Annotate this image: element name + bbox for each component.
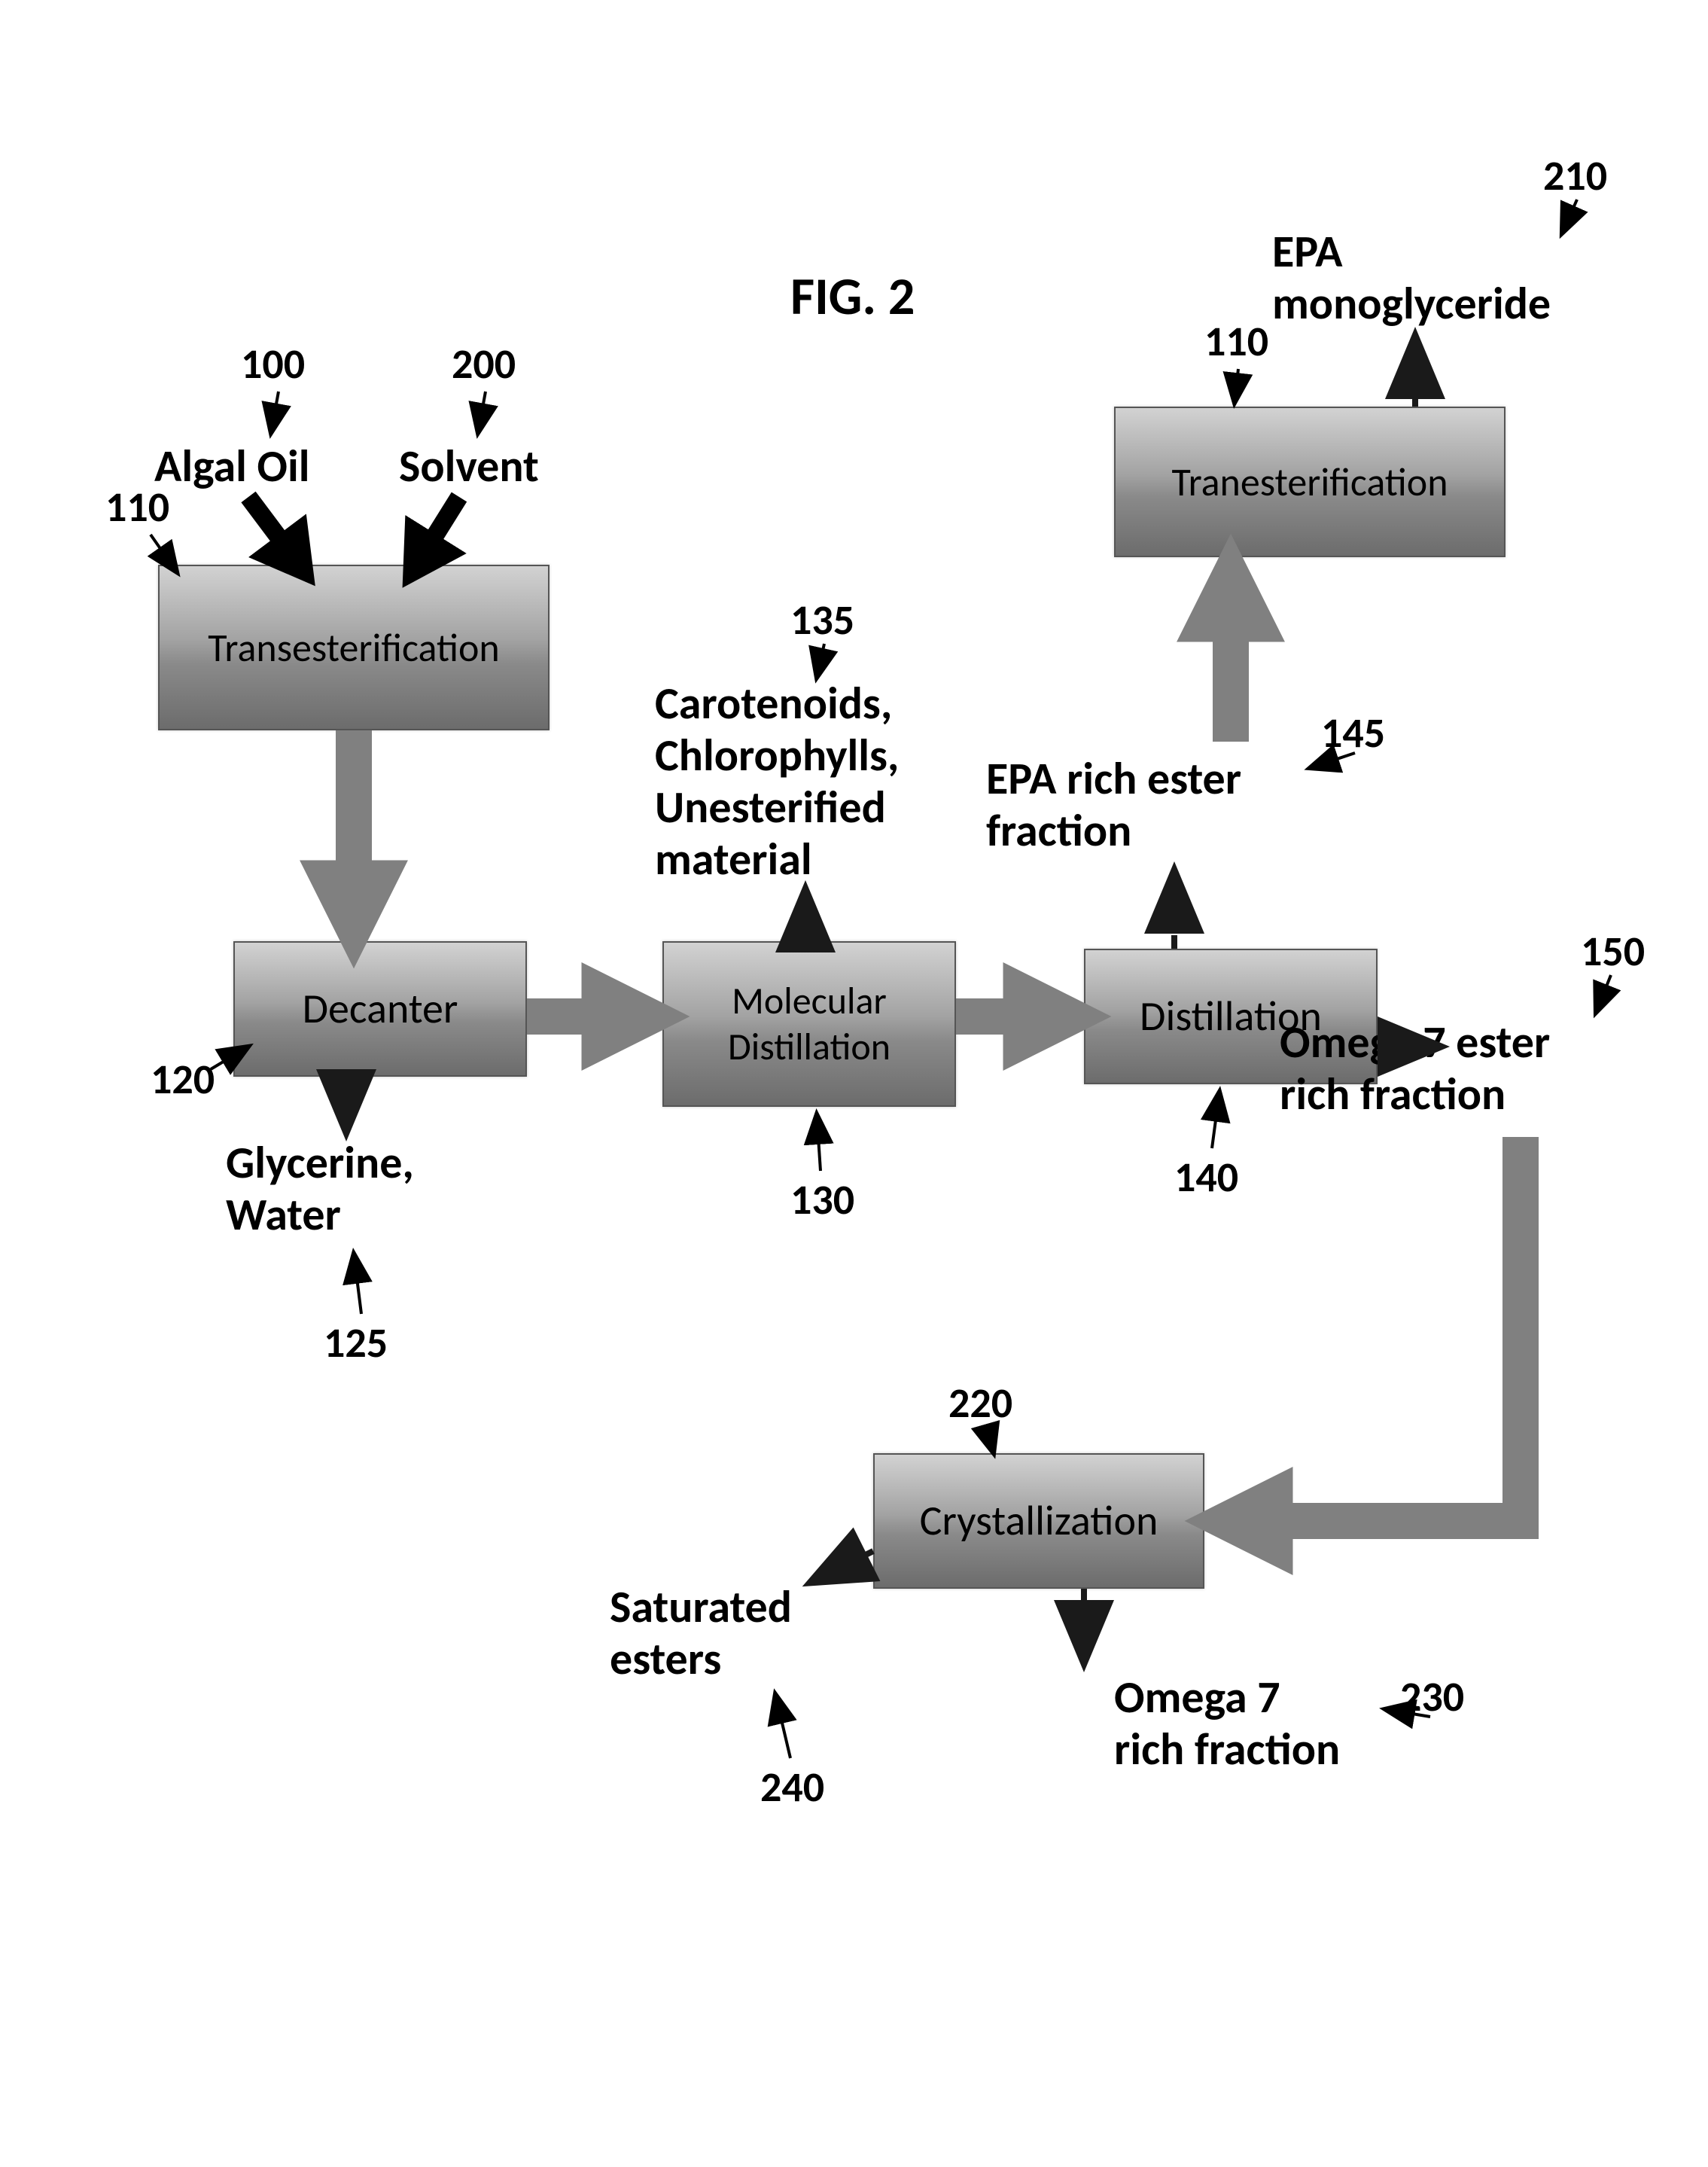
- ref-145: 145: [1321, 708, 1385, 759]
- ptr-220: [986, 1427, 994, 1453]
- box-label: Tranesterification: [1171, 458, 1448, 506]
- ref-220: 220: [948, 1378, 1012, 1429]
- label-carotenoids: Carotenoids, Chlorophylls, Unesterified …: [655, 678, 899, 885]
- ref-100: 100: [241, 339, 305, 390]
- ptr-140: [1212, 1092, 1219, 1148]
- ref-120: 120: [151, 1054, 215, 1105]
- box-decanter: Decanter: [233, 941, 527, 1077]
- ref-240: 240: [760, 1762, 824, 1813]
- ref-135: 135: [790, 595, 854, 646]
- ptr-125: [354, 1254, 361, 1314]
- ptr-200: [478, 392, 486, 433]
- ref-230: 230: [1400, 1672, 1464, 1723]
- ref-200: 200: [452, 339, 516, 390]
- box-label: Molecular Distillation: [728, 978, 891, 1070]
- ref-110a: 110: [105, 482, 169, 533]
- label-omega7-ester: Omega 7 ester rich fraction: [1280, 1016, 1550, 1120]
- label-omega7-rich: Omega 7 rich fraction: [1114, 1672, 1340, 1775]
- ptr-150: [1596, 975, 1611, 1013]
- box-crystallization: Crystallization: [873, 1453, 1204, 1589]
- label-algal-oil: Algal Oil: [154, 440, 309, 492]
- label-glycerine-water: Glycerine, Water: [226, 1137, 414, 1241]
- label-epa-rich-ester: EPA rich ester fraction: [986, 753, 1241, 857]
- ref-130: 130: [790, 1175, 854, 1226]
- box-label: Decanter: [303, 983, 458, 1035]
- ptr-110b: [1235, 369, 1238, 403]
- label-solvent: Solvent: [399, 440, 539, 492]
- ref-110b: 110: [1204, 316, 1268, 367]
- box-label: Crystallization: [920, 1495, 1158, 1547]
- arrow-solvent-in: [422, 497, 459, 557]
- box-label: Transesterification: [208, 623, 499, 672]
- box-transesterification-2: Tranesterification: [1114, 407, 1506, 557]
- label-epa-monoglyceride: EPA monoglyceride: [1272, 226, 1551, 330]
- ptr-135: [817, 644, 824, 678]
- box-transesterification-1: Transesterification: [158, 565, 550, 730]
- ptr-240: [775, 1694, 790, 1758]
- ptr-100: [271, 392, 279, 433]
- ref-125: 125: [324, 1318, 388, 1369]
- arrow-saturated-out: [813, 1551, 873, 1581]
- ptr-130: [817, 1114, 821, 1171]
- arrow-algal-in: [248, 497, 294, 557]
- ref-150: 150: [1581, 926, 1645, 977]
- ptr-210: [1562, 200, 1577, 233]
- figure-title: FIG. 2: [790, 264, 915, 328]
- ref-140: 140: [1174, 1152, 1238, 1203]
- box-molecular-distillation: Molecular Distillation: [662, 941, 956, 1107]
- label-saturated-esters: Saturated esters: [610, 1581, 792, 1685]
- arrow-omega7est-cryst: [1250, 1137, 1521, 1521]
- ref-210: 210: [1543, 151, 1607, 202]
